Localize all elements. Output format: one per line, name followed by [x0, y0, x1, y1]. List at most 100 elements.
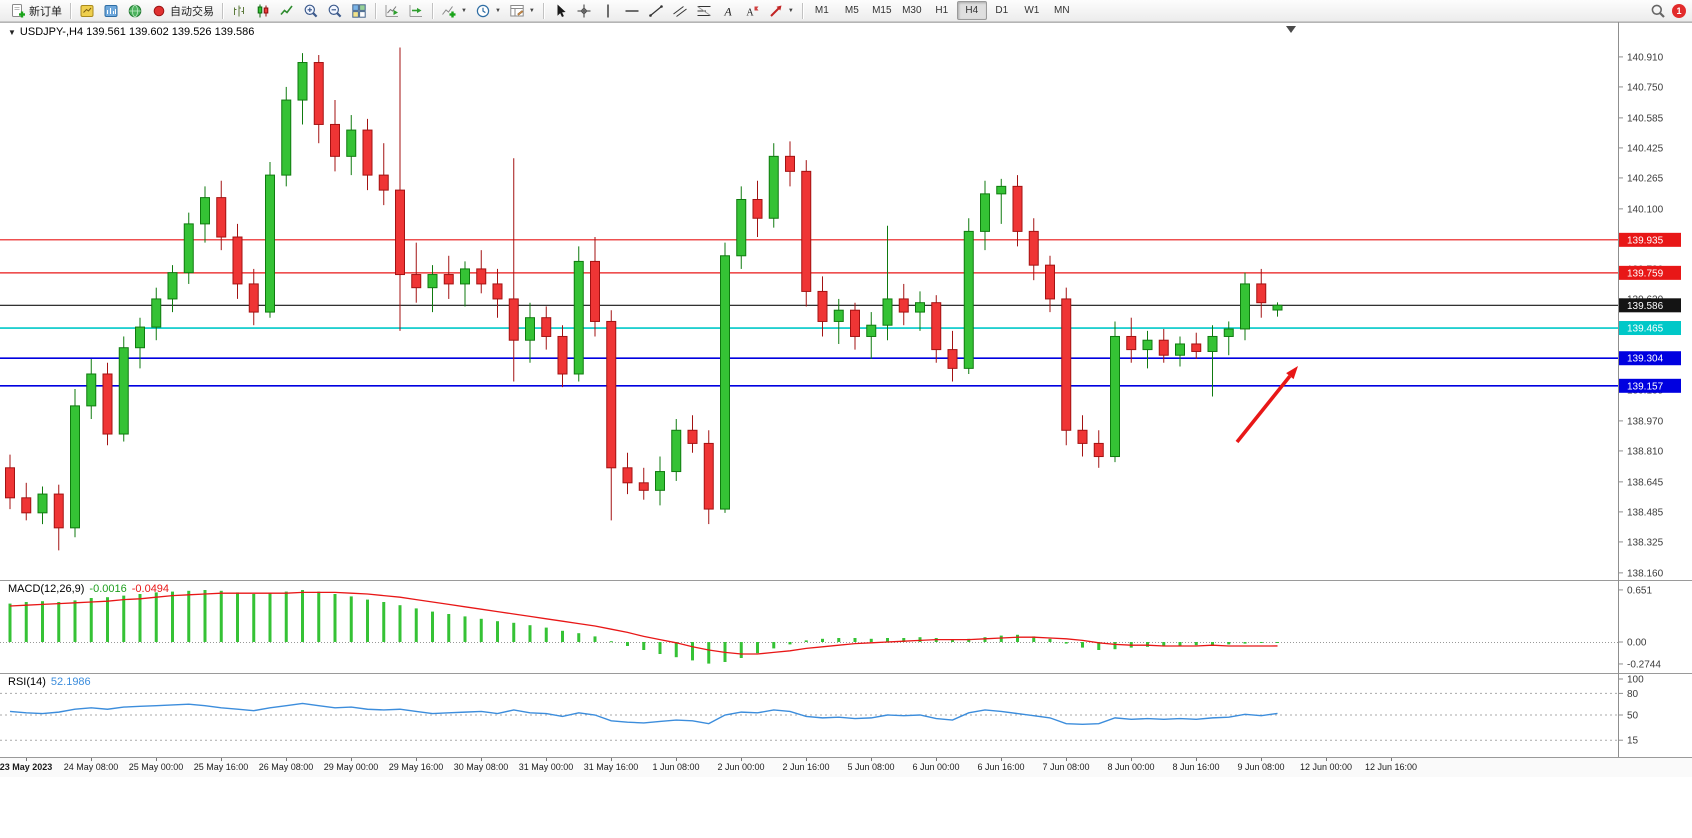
- arrows-icon: [768, 3, 784, 19]
- svg-text:-0.2744: -0.2744: [1627, 659, 1661, 670]
- fibonacci-retracement-button[interactable]: [692, 0, 716, 21]
- cursor-button[interactable]: [548, 0, 572, 21]
- toolbar-separator: [70, 2, 71, 19]
- time-label: 12 Jun 00:00: [1299, 762, 1353, 772]
- timeframe-MN[interactable]: MN: [1054, 5, 1070, 16]
- arrows-caret-icon[interactable]: ▼: [787, 7, 794, 14]
- svg-text:139.586: 139.586: [1627, 301, 1664, 312]
- bar-chart-button[interactable]: [227, 0, 251, 21]
- rsi-panel[interactable]: 100 80 50 15: [0, 673, 1692, 757]
- crosshair-button[interactable]: [572, 0, 596, 21]
- time-label: 7 Jun 08:00: [1042, 762, 1090, 772]
- chart-menu-caret-icon[interactable]: ▼: [8, 28, 16, 37]
- zoom-out-button[interactable]: [323, 0, 347, 21]
- timeframe-D1[interactable]: D1: [995, 5, 1009, 16]
- chart-shift-button[interactable]: [404, 0, 428, 21]
- svg-text:139.935: 139.935: [1627, 235, 1664, 246]
- trendline-icon: [648, 3, 664, 19]
- price-chart-canvas[interactable]: 140.910 140.750 140.585 140.425 140.265 140.1…: [0, 22, 1692, 580]
- timeframe-W1[interactable]: W1: [1024, 5, 1040, 16]
- vertical-line-button[interactable]: [596, 0, 620, 21]
- toolbar-right: 1: [1650, 3, 1686, 19]
- toolbar-separator: [375, 2, 376, 19]
- macd-panel[interactable]: 0.651 0.00 -0.2744: [0, 580, 1692, 673]
- line-chart-button[interactable]: [275, 0, 299, 21]
- time-label: 2 Jun 00:00: [717, 762, 765, 772]
- metaeditor-button[interactable]: [75, 0, 99, 21]
- toolbar: 新订单 自动交易 ▼ ▼ ▼ A A ▼ M1 M5 M15 M30 H1 H4 D1 W1 MN 1: [0, 0, 1692, 22]
- time-tick: [871, 758, 872, 761]
- timeframe-H4[interactable]: H4: [956, 1, 987, 20]
- rsi-label: RSI(14) 52.1986: [8, 676, 91, 688]
- mql5-community-button[interactable]: [123, 0, 147, 21]
- timeframe-M5[interactable]: M5: [844, 5, 859, 16]
- crosshair-icon: [576, 3, 592, 19]
- search-icon[interactable]: [1650, 3, 1666, 19]
- text-label-button[interactable]: A: [740, 0, 764, 21]
- svg-text:50: 50: [1627, 711, 1639, 722]
- time-tick: [221, 758, 222, 761]
- text-button[interactable]: A: [716, 0, 740, 21]
- candlestick-chart-icon: [255, 3, 271, 19]
- time-tick: [1196, 758, 1197, 761]
- time-tick: [26, 758, 27, 761]
- new-order-button[interactable]: 新订单: [6, 0, 66, 21]
- time-label: 25 May 00:00: [128, 762, 184, 772]
- time-label: 8 Jun 00:00: [1107, 762, 1155, 772]
- timeframe-M30[interactable]: M30: [902, 5, 922, 16]
- notification-badge[interactable]: 1: [1672, 3, 1686, 18]
- time-tick: [676, 758, 677, 761]
- indicators-button[interactable]: ▼: [437, 0, 471, 21]
- zoom-out-icon: [327, 3, 343, 19]
- fibonacci-retracement-icon: [696, 3, 712, 19]
- chart-title-text: USDJPY-,H4 139.561 139.602 139.526 139.5…: [19, 26, 255, 38]
- svg-text:15: 15: [1627, 736, 1639, 747]
- timeframe-M15[interactable]: M15: [872, 5, 892, 16]
- mql5-community-icon: [127, 3, 143, 19]
- time-tick: [1261, 758, 1262, 761]
- chart-shift-marker: [1286, 26, 1296, 33]
- toolbar-separator: [222, 2, 223, 19]
- time-label: 23 May 2023: [0, 762, 53, 772]
- svg-text:100: 100: [1627, 675, 1644, 686]
- candlestick-chart-button[interactable]: [251, 0, 275, 21]
- templates-icon: [509, 3, 525, 19]
- periods-button[interactable]: ▼: [471, 0, 505, 21]
- svg-text:140.750: 140.750: [1627, 82, 1664, 93]
- time-tick: [91, 758, 92, 761]
- vertical-line-icon: [600, 3, 616, 19]
- svg-text:140.910: 140.910: [1627, 52, 1664, 63]
- periods-caret-icon[interactable]: ▼: [494, 7, 501, 14]
- autotrading-icon: [151, 3, 167, 19]
- zoom-in-icon: [303, 3, 319, 19]
- macd-name: MACD(12,26,9): [8, 583, 85, 595]
- svg-text:138.970: 138.970: [1627, 416, 1664, 427]
- time-tick: [611, 758, 612, 761]
- horizontal-line-button[interactable]: [620, 0, 644, 21]
- trendline-button[interactable]: [644, 0, 668, 21]
- time-label: 12 Jun 16:00: [1364, 762, 1418, 772]
- equidistant-channel-button[interactable]: [668, 0, 692, 21]
- time-label: 8 Jun 16:00: [1172, 762, 1220, 772]
- indicators-caret-icon[interactable]: ▼: [461, 7, 467, 14]
- tile-windows-button[interactable]: [347, 0, 371, 21]
- arrows-button[interactable]: ▼: [764, 0, 798, 21]
- svg-text:138.810: 138.810: [1627, 446, 1664, 457]
- cursor-icon: [552, 3, 568, 19]
- time-tick: [936, 758, 937, 761]
- line-chart-icon: [279, 3, 295, 19]
- timeframe-H1[interactable]: H1: [935, 5, 949, 16]
- equidistant-channel-icon: [672, 3, 688, 19]
- chart-title: ▼ USDJPY-,H4 139.561 139.602 139.526 139.…: [8, 26, 254, 38]
- templates-caret-icon[interactable]: ▼: [528, 7, 535, 14]
- indicators-icon: [441, 3, 457, 19]
- templates-button[interactable]: ▼: [505, 0, 539, 21]
- auto-scroll-button[interactable]: [380, 0, 404, 21]
- timeframe-M1[interactable]: M1: [814, 5, 829, 16]
- time-axis[interactable]: 23 May 2023 24 May 08:00 25 May 00:00 25 Ma…: [0, 757, 1692, 777]
- zoom-in-button[interactable]: [299, 0, 323, 21]
- market-depth-button[interactable]: [99, 0, 123, 21]
- autotrading-button[interactable]: 自动交易: [147, 0, 218, 21]
- time-label: 30 May 08:00: [453, 762, 509, 772]
